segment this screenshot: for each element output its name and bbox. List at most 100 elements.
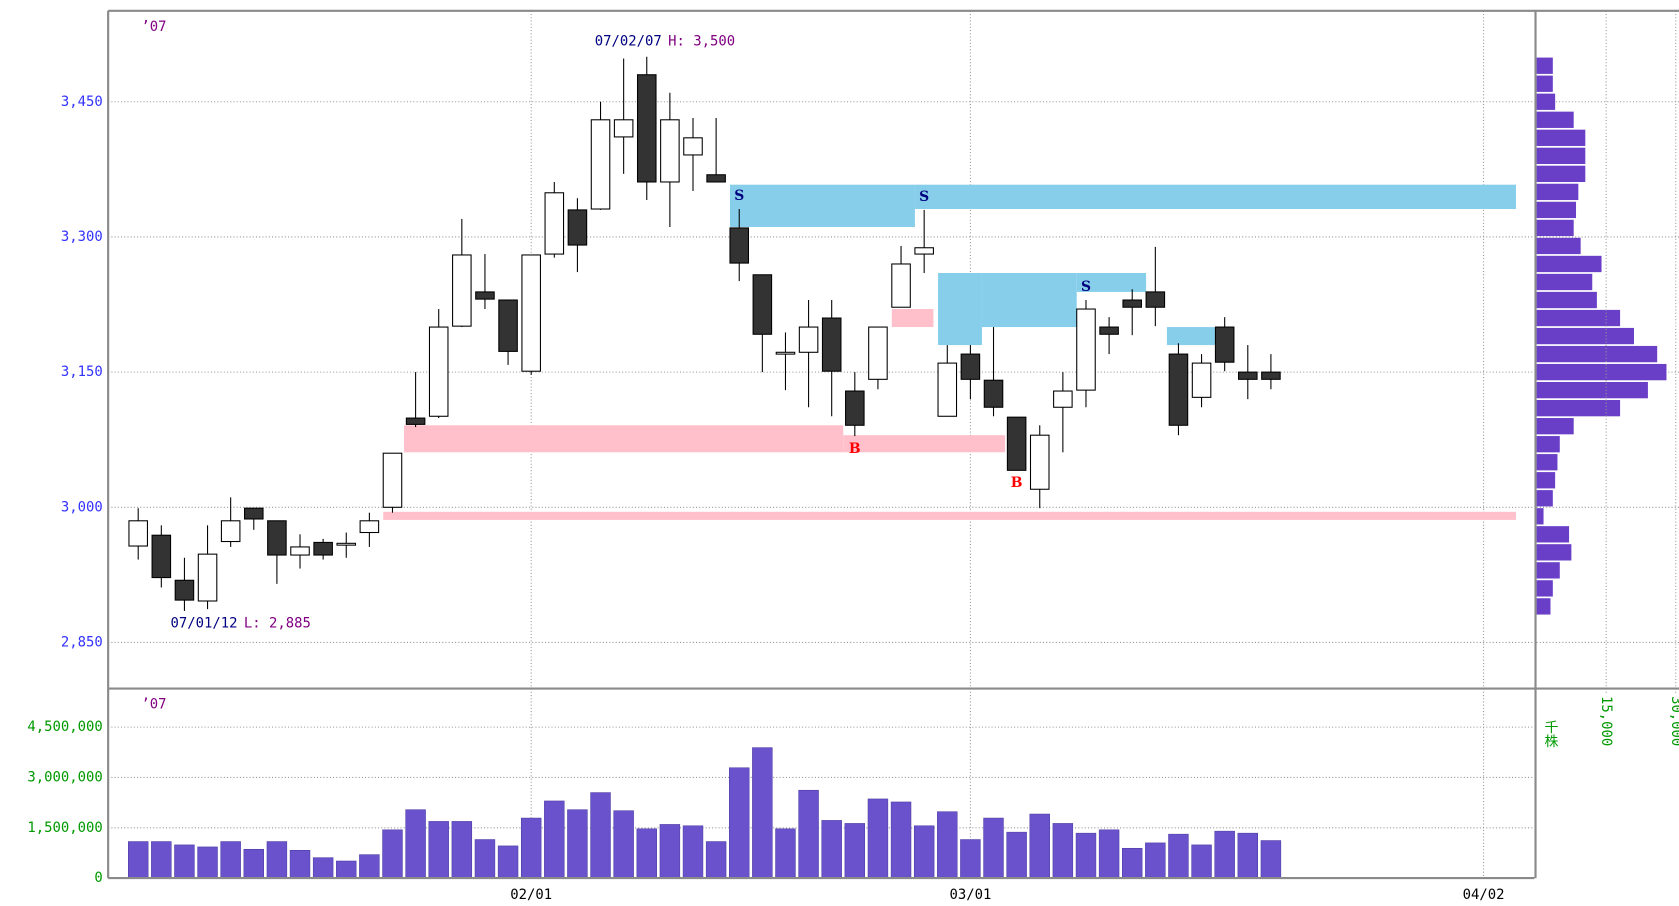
profile-bar xyxy=(1536,255,1602,273)
y-tick-label: 3,000 xyxy=(61,499,103,515)
volume-bar xyxy=(682,825,704,879)
candle-body xyxy=(544,192,565,255)
candle-body xyxy=(336,542,357,546)
profile-bar xyxy=(1536,345,1658,363)
profile-bar xyxy=(1536,201,1577,219)
candle-body xyxy=(683,137,703,156)
profile-bar xyxy=(1536,508,1544,525)
volume-bar xyxy=(474,839,496,879)
x-tick-label: 30,000 xyxy=(1668,696,1679,746)
annotation-text: H: 3,500 xyxy=(668,34,735,50)
profile-bar xyxy=(1536,237,1581,255)
candle-body xyxy=(1238,371,1258,380)
volume-bar xyxy=(775,828,796,879)
volume-bar xyxy=(960,839,981,879)
volume-bar xyxy=(197,846,218,879)
y-tick-label: 3,300 xyxy=(61,229,103,245)
candle-body xyxy=(590,119,611,210)
chart-layer: 2,850 3,000 3,150 3,300 3,450 0 1,500,000 3,000… xyxy=(27,10,1679,903)
candle-body xyxy=(660,119,680,183)
annotation-text: L: 2,885 xyxy=(244,616,311,632)
candle-body xyxy=(1076,308,1096,391)
profile-bar xyxy=(1536,400,1621,417)
zone xyxy=(383,511,1516,520)
volume-bar xyxy=(705,841,727,879)
volume-bar xyxy=(1145,842,1166,879)
volume-bar xyxy=(1237,832,1259,879)
candle-body xyxy=(151,534,172,579)
volume-bar xyxy=(1052,823,1074,879)
profile-bar xyxy=(1536,93,1556,110)
candle-body xyxy=(1168,353,1189,426)
volume-bar xyxy=(312,857,334,879)
candle-body xyxy=(498,299,518,352)
candle-body xyxy=(914,247,934,255)
volume-bar xyxy=(405,809,426,879)
candle-body xyxy=(359,520,380,534)
profile-bar xyxy=(1536,363,1667,381)
price-annotation: 07/02/07 H: 3,500 xyxy=(595,34,735,50)
candle-body xyxy=(613,119,634,138)
zone xyxy=(729,184,915,228)
volume-bar xyxy=(266,841,288,879)
volume-bar xyxy=(1214,830,1235,879)
candle-body xyxy=(475,291,495,300)
volume-bar xyxy=(844,823,866,879)
volume-bar xyxy=(890,801,912,879)
profile-bar xyxy=(1536,472,1556,489)
volume-bar xyxy=(382,829,403,879)
volume-bar xyxy=(243,848,264,879)
corner-label: ’07 xyxy=(141,697,166,713)
volume-bar xyxy=(1006,831,1027,879)
candle-body xyxy=(1145,291,1166,308)
zone xyxy=(981,272,1077,328)
candle-body xyxy=(1214,326,1235,363)
x-tick-label: 15,000 xyxy=(1598,696,1614,746)
zone xyxy=(938,272,982,346)
volume-bar xyxy=(798,789,819,879)
candle-body xyxy=(845,390,865,426)
volume-bar xyxy=(613,810,634,879)
profile-bar xyxy=(1536,436,1560,453)
volume-bar xyxy=(752,747,773,879)
profile-bar xyxy=(1536,129,1586,146)
x-tick-label: 03/01 xyxy=(949,887,991,903)
profile-bar xyxy=(1536,454,1558,471)
volume-bar xyxy=(636,828,657,879)
candle-body xyxy=(567,209,588,246)
volume-bar xyxy=(659,824,681,879)
candle-body xyxy=(752,274,773,335)
volume-bar xyxy=(867,798,889,879)
y-tick-label: 3,000,000 xyxy=(27,769,102,785)
profile-bar xyxy=(1536,418,1574,435)
y-tick-label: 4,500,000 xyxy=(27,719,102,735)
x-tick-label: 04/02 xyxy=(1463,887,1505,903)
profile-bar xyxy=(1536,580,1553,597)
zone xyxy=(914,184,1516,210)
y-tick-label: 2,850 xyxy=(61,634,103,650)
profile-bar xyxy=(1536,111,1574,128)
profile-bar xyxy=(1536,598,1551,615)
candle-body xyxy=(1191,362,1212,398)
volume-bar xyxy=(127,841,149,879)
candle-body xyxy=(174,579,195,601)
candle-body xyxy=(868,326,888,380)
profile-bar xyxy=(1536,526,1570,543)
volume-bar xyxy=(1075,832,1097,879)
annotation-date: 07/01/12 xyxy=(171,616,238,632)
volume-bar xyxy=(497,845,519,879)
candle-body xyxy=(706,174,726,183)
y-tick-label: 1,500,000 xyxy=(27,820,102,836)
signal-marker: S xyxy=(734,188,744,204)
volume-bar xyxy=(151,841,172,879)
candle-body xyxy=(267,520,287,556)
profile-bar xyxy=(1536,381,1648,399)
candle-body xyxy=(960,353,981,380)
candle-body xyxy=(636,74,657,183)
candle-body xyxy=(821,317,842,372)
candle-body xyxy=(775,351,796,355)
volume-bar xyxy=(1260,840,1282,879)
zone xyxy=(404,425,844,453)
volume-bar xyxy=(428,821,449,879)
